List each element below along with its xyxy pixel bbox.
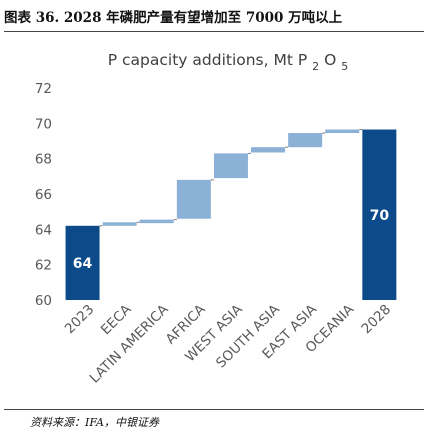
y-tick-label: 62 [35,258,52,274]
bar-value-label: 70 [370,208,390,224]
source-note: 资料来源：IFA，中银证券 [30,416,159,429]
delta-bar [325,129,360,134]
delta-bar [288,133,323,148]
y-axis: 60 62 64 66 68 70 72 [35,81,52,309]
chart-title-subscript-1: 2 [312,60,319,73]
bottom-rule [4,409,424,410]
y-tick-label: 72 [35,81,52,97]
bars-group: 64 70 [65,129,397,300]
waterfall-chart: P capacity additions, Mt P 2 O 5 6062646… [35,51,397,386]
delta-bar [251,147,286,153]
delta-bar [176,179,211,219]
total-bar [362,129,397,300]
chart-title-main: P capacity additions, Mt P [108,51,307,69]
chart-title: P capacity additions, Mt P 2 O 5 [108,51,348,74]
delta-bar [139,219,174,224]
delta-bar [102,222,137,226]
top-rule [4,31,424,32]
bar-value-label: 64 [73,256,93,272]
total-bar [65,225,100,300]
y-tick-label: 68 [35,152,52,168]
y-tick-label: 70 [35,116,52,132]
y-tick-label: 66 [35,187,52,203]
chart-title-subscript-2: 5 [341,60,348,73]
y-tick-label: 60 [35,293,52,309]
x-category-label: 2023 [62,302,98,338]
figure-title: 图表 36. 2028 年磷肥产量有望增加至 7000 万吨以上 [4,10,343,26]
chart-title-letter: O [324,51,336,69]
delta-bar [213,153,248,179]
x-category-label: 2028 [359,302,395,338]
y-tick-label: 64 [35,222,52,238]
